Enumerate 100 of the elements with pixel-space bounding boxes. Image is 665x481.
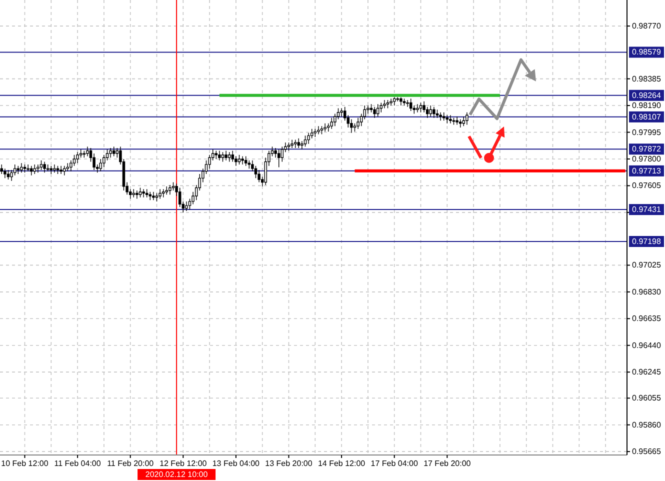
y-tick-label: 0.96830 bbox=[632, 287, 662, 296]
candlestick bbox=[439, 112, 442, 121]
x-tick-label: 13 Feb 20:00 bbox=[265, 459, 313, 468]
x-tick-label: 13 Feb 04:00 bbox=[212, 459, 260, 468]
candlestick bbox=[416, 104, 419, 113]
candlestick bbox=[148, 192, 152, 200]
candlestick bbox=[456, 116, 458, 126]
candlestick bbox=[307, 132, 310, 144]
candlestick bbox=[290, 139, 294, 148]
candlestick bbox=[419, 102, 422, 113]
candlestick bbox=[244, 156, 248, 166]
x-tick-label: 2020.02.12 10:00 bbox=[145, 470, 208, 479]
candlestick bbox=[33, 164, 36, 174]
y-tick-label: 0.97025 bbox=[632, 260, 662, 270]
candlestick bbox=[162, 188, 165, 198]
candlestick bbox=[46, 164, 50, 172]
y-tick-label: 0.95860 bbox=[632, 420, 662, 430]
candlestick bbox=[66, 162, 70, 172]
candlestick bbox=[406, 100, 409, 108]
candlestick bbox=[62, 165, 66, 176]
candlestick bbox=[99, 158, 102, 172]
x-tick-label: 10 Feb 12:00 bbox=[1, 459, 49, 468]
candlestick bbox=[4, 168, 6, 179]
candlestick bbox=[436, 109, 439, 118]
candlestick bbox=[16, 165, 20, 174]
candlestick bbox=[383, 100, 386, 109]
y-tick-label: 0.96440 bbox=[632, 340, 662, 350]
candlestick bbox=[224, 150, 228, 161]
candlestick bbox=[82, 150, 86, 158]
candlestick bbox=[23, 164, 26, 174]
candlestick bbox=[56, 165, 60, 174]
candlestick bbox=[36, 164, 40, 174]
candlestick bbox=[132, 188, 136, 198]
candlestick bbox=[373, 106, 376, 118]
candlestick bbox=[466, 112, 468, 126]
candlestick bbox=[165, 186, 168, 195]
candlestick bbox=[396, 96, 400, 102]
candlestick bbox=[458, 118, 462, 128]
ref-line-label: 0.98579 bbox=[632, 48, 662, 57]
candlestick bbox=[350, 118, 353, 134]
candlestick bbox=[429, 105, 432, 117]
candlestick bbox=[214, 150, 218, 160]
x-tick-label: 12 Feb 12:00 bbox=[160, 459, 208, 468]
y-tick-label: 0.97995 bbox=[632, 128, 662, 137]
candlestick bbox=[380, 102, 383, 113]
candlestick bbox=[6, 170, 10, 180]
y-tick-label: 0.97800 bbox=[632, 154, 662, 164]
candlestick bbox=[304, 135, 307, 147]
candlestick bbox=[238, 154, 241, 165]
candlestick bbox=[152, 192, 155, 200]
candlestick bbox=[330, 118, 334, 130]
candlestick bbox=[231, 150, 234, 162]
candlestick bbox=[155, 192, 158, 202]
candlestick bbox=[400, 96, 402, 106]
candlestick bbox=[43, 161, 46, 174]
candlestick bbox=[442, 112, 446, 121]
candlestick bbox=[324, 122, 326, 132]
ref-line-label: 0.97431 bbox=[632, 205, 662, 214]
candlestick bbox=[297, 138, 300, 148]
candlestick bbox=[0, 164, 4, 174]
candlestick bbox=[277, 149, 280, 168]
candlestick bbox=[142, 188, 145, 198]
candlestick bbox=[356, 118, 360, 130]
y-tick-label: 0.95665 bbox=[632, 447, 662, 456]
candlestick bbox=[390, 98, 392, 106]
y-tick-label: 0.97605 bbox=[632, 181, 662, 190]
x-tick-label: 11 Feb 20:00 bbox=[107, 459, 154, 468]
candlestick bbox=[248, 160, 251, 169]
x-tick-label: 11 Feb 04:00 bbox=[54, 459, 102, 468]
y-tick-label: 0.98385 bbox=[632, 74, 662, 84]
ref-line-label: 0.97713 bbox=[632, 166, 662, 176]
candlestick bbox=[402, 98, 406, 106]
candlestick bbox=[218, 150, 221, 161]
candlestick bbox=[40, 160, 43, 170]
candlestick bbox=[386, 100, 390, 109]
ref-line-label: 0.98264 bbox=[632, 90, 662, 100]
candlestick bbox=[432, 106, 436, 118]
candlestick bbox=[287, 142, 290, 152]
candlestick bbox=[449, 114, 452, 124]
candlestick bbox=[228, 152, 231, 162]
candlestick bbox=[50, 165, 53, 174]
candlestick bbox=[60, 165, 62, 174]
candlestick bbox=[30, 165, 33, 176]
y-tick-label: 0.98770 bbox=[632, 22, 662, 31]
candlestick bbox=[340, 108, 343, 117]
candlestick bbox=[392, 96, 396, 106]
candlestick bbox=[26, 164, 30, 172]
candlestick bbox=[320, 126, 324, 135]
candlestick bbox=[241, 156, 244, 165]
candlestick bbox=[158, 188, 162, 200]
x-tick-label: 17 Feb 20:00 bbox=[424, 459, 472, 468]
candlestick bbox=[314, 128, 317, 138]
candlestick bbox=[20, 162, 23, 174]
ref-line-label: 0.97872 bbox=[632, 144, 662, 154]
y-tick-label: 0.96055 bbox=[632, 394, 662, 403]
candlestick bbox=[145, 188, 148, 198]
candlestick bbox=[168, 184, 172, 195]
x-tick-label: 14 Feb 12:00 bbox=[318, 459, 366, 468]
candlestick bbox=[294, 139, 297, 148]
candlestick bbox=[112, 146, 116, 157]
